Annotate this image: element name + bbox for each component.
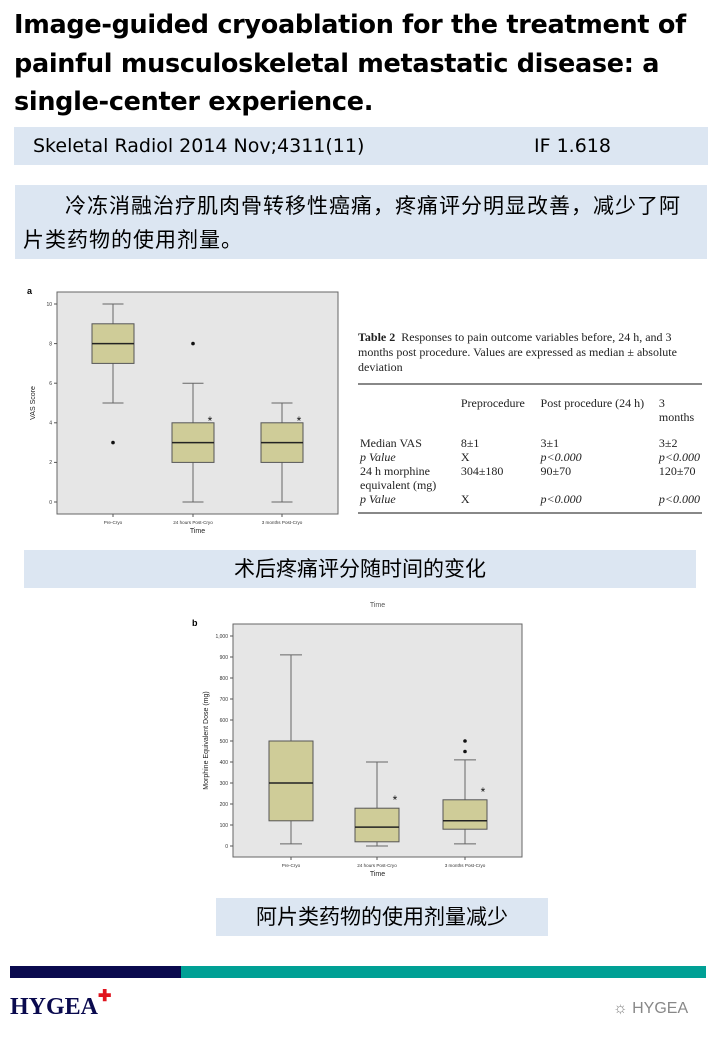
panel-label: a: [27, 286, 33, 296]
y-axis-label: Morphine Equivalent Dose (mg): [203, 691, 210, 789]
footer-bar-teal: [181, 966, 706, 978]
hygea-logo: HYGEA✚: [10, 988, 112, 1021]
x-tick-label: 3 months Post-Cryo: [262, 520, 303, 525]
y-tick-label: 700: [220, 697, 229, 703]
cell: 8±1: [460, 436, 480, 450]
y-tick-label: 8: [49, 341, 52, 347]
table-row: 24 h morphine equivalent (mg) 304±180 90±7…: [358, 464, 702, 492]
significance-asterisk: *: [208, 414, 213, 428]
table-title: Table 2: [358, 330, 396, 344]
outlier-point: [463, 749, 467, 754]
col-header: [358, 384, 459, 436]
cell: X: [460, 492, 470, 506]
cell: 24 h morphine equivalent (mg): [360, 464, 437, 492]
cell: p<0.000: [540, 492, 582, 506]
table-header-row: Preprocedure Post procedure (24 h) 3 mon…: [358, 384, 702, 436]
outlier-point: [191, 341, 195, 346]
col-header: Preprocedure: [460, 396, 525, 410]
y-tick-label: 0: [49, 500, 52, 506]
y-tick-label: 0: [225, 844, 228, 850]
y-axis-label: VAS Score: [30, 386, 37, 420]
cell: p Value: [360, 450, 396, 464]
x-tick-label: Pre-Cryo: [282, 863, 301, 868]
y-tick-label: 600: [220, 718, 229, 724]
y-tick-label: 6: [49, 381, 52, 387]
y-tick-label: 500: [220, 739, 229, 745]
wechat-icon: ☼: [613, 1000, 628, 1017]
wechat-watermark: ☼ HYGEA: [613, 1000, 688, 1018]
watermark-text: HYGEA: [632, 1000, 689, 1017]
x-tick-label: 24 hours Post-Cryo: [357, 863, 397, 868]
caption-morphine: 阿片类药物的使用剂量减少: [216, 898, 548, 936]
cell: Median VAS: [360, 436, 422, 450]
cell: 90±70: [540, 464, 572, 478]
cell: 304±180: [460, 464, 504, 478]
cell: 120±70: [658, 464, 696, 478]
x-tick-label: 24 hours Post-Cryo: [173, 520, 213, 525]
box: [442, 799, 488, 830]
y-tick-label: 900: [220, 655, 229, 661]
x-axis-label: Time: [370, 871, 385, 878]
cell: p<0.000: [658, 450, 700, 464]
significance-asterisk: *: [393, 793, 398, 807]
box: [354, 807, 400, 843]
y-tick-label: 300: [220, 781, 229, 787]
col-header: Post procedure (24 h): [540, 396, 645, 410]
significance-asterisk: *: [297, 414, 302, 428]
vas-boxplot: a 0 2 4 6 8 10 VAS Score Time Pre-Cryo 24 hours Po…: [27, 286, 339, 535]
col-header: 3 months: [658, 396, 695, 424]
cell: p Value: [360, 492, 396, 506]
caption-vas: 术后疼痛评分随时间的变化: [24, 550, 696, 588]
y-tick-label: 1,000: [215, 634, 228, 640]
outlier-point: [111, 440, 115, 445]
x-tick-label: 3 months Post-Cryo: [445, 863, 486, 868]
y-tick-label: 200: [220, 802, 229, 808]
table-caption: Responses to pain outcome variables befo…: [358, 330, 677, 374]
cell: 3±2: [658, 436, 678, 450]
impact-factor: IF 1.618: [534, 135, 611, 157]
y-tick-label: 10: [46, 302, 52, 308]
y-tick-label: 100: [220, 823, 229, 829]
box: [268, 740, 314, 822]
table-row: Median VAS 8±1 3±1 3±2: [358, 436, 702, 450]
cell: X: [460, 450, 470, 464]
outlier-point: [463, 739, 467, 743]
summary-chinese: 冷冻消融治疗肌肉骨转移性癌痛，疼痛评分明显改善，减少了阿片类药物的使用剂量。: [15, 185, 707, 259]
cell: 3±1: [540, 436, 560, 450]
footer-bar-navy: [10, 966, 181, 978]
citation-bar: Skeletal Radiol 2014 Nov;4311(11) IF 1.6…: [14, 127, 708, 165]
cell: p<0.000: [658, 492, 700, 506]
paper-title: Image-guided cryoablation for the treatm…: [14, 10, 686, 117]
morphine-boxplot: b Time 0 100 200 300 400 500 600 700 800 900 1,000 Mo…: [192, 602, 523, 878]
y-tick-label: 800: [220, 676, 229, 682]
y-tick-label: 2: [49, 460, 52, 466]
cut-axis-label: Time: [370, 602, 385, 609]
significance-asterisk: *: [481, 785, 486, 799]
x-tick-label: Pre-Cryo: [104, 520, 123, 525]
journal-citation: Skeletal Radiol 2014 Nov;4311(11): [33, 135, 365, 157]
results-table: Table 2 Responses to pain outcome variab…: [358, 330, 702, 514]
y-tick-label: 4: [49, 421, 52, 427]
x-axis-label: Time: [190, 528, 205, 535]
cell: p<0.000: [540, 450, 582, 464]
y-tick-label: 400: [220, 760, 229, 766]
panel-label: b: [192, 618, 198, 628]
red-cross-icon: ✚: [98, 988, 112, 1005]
logo-text: HYGEA: [10, 994, 99, 1020]
